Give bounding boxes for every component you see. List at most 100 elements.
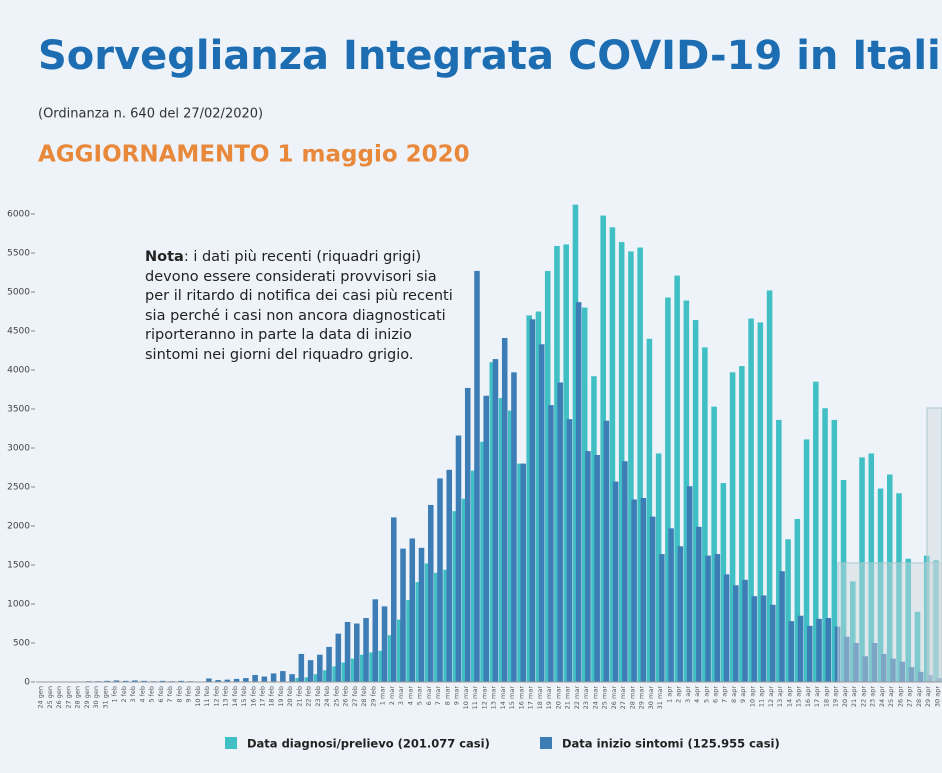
bar (831, 419, 838, 682)
x-tick-label: 23 apr (869, 686, 877, 707)
bar (603, 420, 610, 682)
x-tick-label: 5 mar (416, 686, 424, 706)
bar (132, 680, 138, 682)
bar (822, 408, 828, 682)
bar (507, 410, 514, 682)
x-tick-label: 20 mar (554, 686, 562, 710)
bar (859, 457, 865, 682)
bar (628, 251, 634, 682)
bar (936, 678, 942, 682)
x-tick-label: 29 gen (83, 686, 91, 709)
chart-title: Sorveglianza Integrata COVID-19 in Itali… (38, 33, 942, 79)
bar (511, 372, 517, 682)
x-tick-label: 12 apr (767, 686, 775, 707)
x-tick-label: 31 mar (656, 686, 664, 710)
bar (178, 680, 184, 682)
bar (668, 528, 674, 682)
bar (692, 320, 699, 682)
x-tick-label: 30 gen (92, 686, 100, 709)
x-tick-label: 26 feb (342, 686, 350, 707)
bar (581, 307, 588, 682)
bar (335, 633, 342, 682)
x-tick-label: 29 feb (369, 686, 377, 707)
y-tick-label: 3500 (7, 405, 30, 415)
y-tick-label: 0 (24, 678, 30, 688)
x-tick-label: 8 mar (443, 686, 451, 706)
x-tick-label: 14 feb (231, 686, 239, 707)
bar (409, 538, 416, 682)
x-tick-label: 6 feb (157, 686, 165, 703)
x-tick-label: 6 apr (712, 686, 720, 703)
bar (378, 650, 385, 682)
bar (575, 302, 582, 682)
bar (908, 667, 915, 682)
y-tick-label: 2500 (7, 483, 30, 493)
x-tick-label: 28 apr (915, 686, 923, 707)
x-tick-label: 22 mar (573, 686, 581, 710)
bar (427, 504, 434, 682)
bar (890, 658, 896, 682)
bar (289, 674, 295, 682)
x-tick-label: 28 mar (628, 686, 636, 710)
x-tick-label: 15 mar (508, 686, 516, 710)
x-tick-label: 10 apr (748, 686, 756, 707)
bar (766, 290, 773, 682)
x-tick-label: 3 feb (129, 686, 137, 703)
y-tick-label: 3000 (7, 444, 30, 454)
x-tick-label: 8 feb (175, 686, 183, 703)
update-date: AGGIORNAMENTO 1 maggio 2020 (38, 142, 470, 168)
x-tick-label: 4 apr (693, 686, 701, 703)
x-tick-label: 29 apr (924, 686, 932, 707)
bar (816, 618, 822, 682)
y-tick-label: 6000 (7, 210, 30, 220)
y-tick-label: 500 (13, 639, 30, 649)
bar (760, 595, 767, 682)
note-bold: Nota (145, 249, 184, 265)
bar (563, 244, 569, 683)
bar (381, 606, 388, 682)
bar (844, 636, 850, 682)
bar (307, 660, 314, 682)
bar (406, 600, 412, 682)
bar (354, 623, 360, 682)
bar (674, 275, 680, 682)
bar (711, 406, 717, 682)
bar (224, 679, 231, 682)
x-tick-label: 8 apr (730, 686, 738, 703)
x-tick-label: 13 feb (222, 686, 230, 707)
bar (535, 311, 542, 682)
bar (739, 366, 745, 682)
x-tick-label: 13 apr (776, 686, 784, 707)
bar (159, 680, 166, 682)
bar (455, 435, 462, 682)
x-tick-label: 12 mar (480, 686, 488, 710)
bar (757, 322, 764, 682)
x-tick-label: 15 apr (795, 686, 803, 707)
bar (215, 680, 221, 682)
bar (729, 372, 736, 682)
x-tick-label: 23 mar (582, 686, 590, 710)
legend-label: Data diagnosi/prelievo (201.077 casi) (247, 737, 490, 751)
bar (489, 362, 496, 682)
bar (483, 395, 489, 682)
bar (243, 678, 249, 682)
bar (554, 245, 560, 683)
bar (400, 548, 406, 682)
bar (326, 646, 332, 682)
bar (452, 511, 459, 682)
bar (295, 678, 301, 682)
y-tick-label: 5000 (7, 288, 30, 298)
x-tick-label: 25 feb (332, 686, 340, 707)
bar (659, 554, 665, 682)
x-tick-label: 16 mar (517, 686, 525, 710)
bar (544, 270, 551, 682)
x-tick-label: 1 mar (379, 686, 387, 706)
x-tick-label: 11 mar (471, 686, 479, 710)
bar (776, 419, 782, 682)
bar (280, 671, 286, 682)
x-tick-label: 7 apr (721, 686, 729, 703)
x-tick-label: 29 mar (638, 686, 646, 710)
bar (304, 677, 311, 682)
bar (323, 670, 329, 682)
